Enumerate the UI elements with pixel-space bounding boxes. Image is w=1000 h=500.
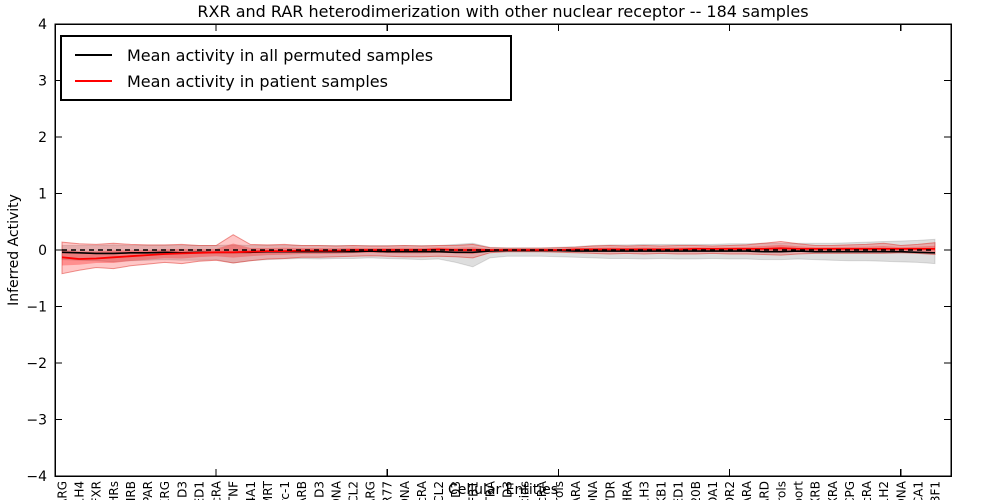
x-category-labels: PPARGNR1H4RXRs/FXRRARs/THRsTHRBRXRs/PPAR… — [56, 480, 943, 500]
x-tick-label: BCL2 — [347, 481, 361, 500]
y-tick-label: −1 — [26, 300, 47, 316]
x-tick-label: TNF — [227, 481, 241, 500]
x-tick-label: mol:Bile acids — [518, 481, 532, 500]
x-tick-label: FAM120B — [689, 481, 703, 500]
x-tick-label: PPARA — [740, 480, 754, 500]
x-tick-label: RARB — [295, 481, 309, 500]
x-tick-label: RXRs/NUR77/BCL2 — [432, 481, 446, 500]
x-tick-label: RARs/RARs/DNA/9cRA — [210, 480, 224, 500]
x-tick-label: RXRG — [158, 481, 172, 500]
y-tick-label: 3 — [38, 74, 47, 90]
legend-label-permuted: Mean activity in all permuted samples — [127, 45, 434, 65]
y-tick-label: 1 — [38, 187, 47, 203]
x-tick-label: RXRs/PPAR — [141, 481, 155, 500]
x-tick-label: mol:Oxysterols — [552, 481, 566, 500]
x-tick-label: RARA — [569, 480, 583, 500]
x-tick-label: mol:9cRA — [535, 480, 549, 500]
x-tick-label: RXRs/FXR/9cRA/MED1 — [192, 481, 206, 500]
x-ticks — [215, 24, 902, 476]
x-tick-label: RXRs/PPAR/9cRA/PGJ2/DNA — [398, 480, 412, 500]
x-tick-label: RARs/THRs/DNA/SMRT — [261, 480, 275, 500]
x-tick-label: VDR/Vit D3/DNA — [329, 480, 343, 500]
x-tick-label: NR1H3 — [638, 481, 652, 500]
x-tick-label: RXRs/VDR/DNA/Vit D3 — [449, 481, 463, 500]
x-tick-label: SREBF1 — [929, 481, 943, 500]
x-tick-label: VDR/VDR/DNA — [586, 480, 600, 500]
patient-spread-band-outer — [61, 234, 936, 275]
x-tick-label: mol:ATRA — [483, 480, 497, 500]
x-tick-label: VDR/VDR/Vit D3 — [312, 481, 326, 500]
y-tick-label: −2 — [26, 356, 47, 372]
y-tick-label: −3 — [26, 413, 47, 429]
x-tick-label: RARs/VDR/DNA/Vit D3 — [175, 481, 189, 500]
x-tick-label: RARs/THRs/DNA/Src-1 — [278, 481, 292, 500]
x-tick-label: PPARD — [757, 481, 771, 500]
legend-label-patient: Mean activity in patient samples — [127, 71, 388, 91]
chart-title: RXR and RAR heterodimerization with othe… — [197, 2, 809, 21]
x-tick-label: mol:Vit D3 — [501, 481, 515, 500]
y-tick-label: 0 — [38, 243, 47, 259]
black-line-swatch — [75, 54, 112, 56]
x-tick-label: THRB — [124, 481, 138, 500]
legend-item-patient: Mean activity in patient samples — [62, 68, 510, 94]
x-tick-label: TGFB1 — [466, 481, 480, 500]
x-tick-label: PPARG — [56, 481, 70, 500]
legend-item-permuted: Mean activity in all permuted samples — [62, 42, 510, 68]
x-tick-label: THRA — [620, 480, 634, 500]
y-tick-label: −4 — [26, 469, 47, 485]
x-tick-label: RXR alpha/CCPG — [843, 481, 857, 500]
x-tick-label: RXRs/LXRs/DNA/9cRA — [860, 480, 874, 500]
x-axis-label: Cellular Entities — [447, 482, 559, 498]
x-tick-label: VDR — [603, 481, 617, 500]
x-tick-label: RXRs/LXRs/DNA/Oxysterols — [774, 481, 788, 500]
x-tick-label: NCOA1 — [706, 481, 720, 500]
y-tick-label: 2 — [38, 130, 47, 146]
x-tick-label: MED1 — [672, 481, 686, 500]
x-tick-label: RXRB — [809, 481, 823, 500]
x-tick-label: RXRs/FXR — [90, 481, 104, 500]
y-tick-label: 4 — [38, 17, 47, 33]
x-tick-label: NR1H2 — [877, 481, 891, 500]
x-tick-label: RXRs/RXRs/DNA/9cRA — [415, 480, 429, 500]
x-tick-label: ABCA1 — [911, 481, 925, 500]
x-tick-label: RARG — [364, 481, 378, 500]
x-tick-label: RXRs/NUR77 — [381, 481, 395, 500]
x-tick-label: RPS6KB1 — [655, 481, 669, 500]
x-tick-label: RXRA — [826, 480, 840, 500]
x-tick-label: NCOR2 — [723, 481, 737, 500]
y-ticks: 4 3 2 1 0 −1 −2 −3 −4 — [26, 17, 951, 485]
x-tick-label: cholesterol transport — [792, 481, 806, 500]
x-tick-label: RARs/THRs — [107, 481, 121, 500]
x-tick-label: RXRs/LXRs/DNA — [894, 480, 908, 500]
x-tick-label: NR4A1 — [244, 481, 258, 500]
legend: Mean activity in all permuted samples Me… — [60, 35, 512, 101]
y-axis-label: Inferred Activity — [6, 194, 22, 306]
x-tick-label: NR1H4 — [73, 481, 87, 500]
red-line-swatch — [75, 80, 112, 82]
